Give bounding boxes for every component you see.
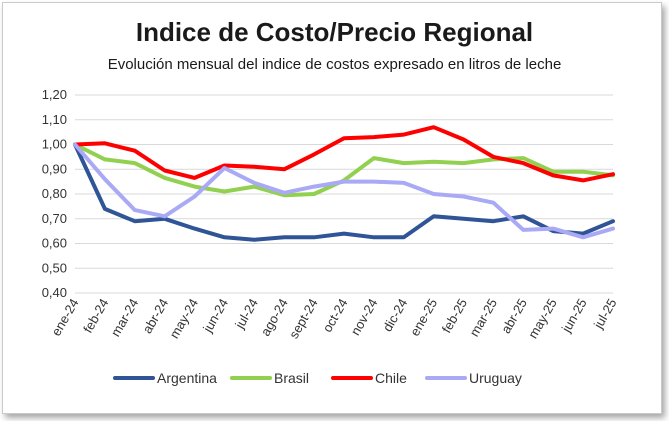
legend: Argentina Brasil Chile Uruguay <box>113 370 522 386</box>
y-tick-label: 0,60 <box>42 236 67 251</box>
y-tick-label: 1,10 <box>42 112 67 127</box>
x-tick-label: mar-24 <box>108 296 142 339</box>
chart-title: Indice de Costo/Precio Regional <box>135 17 534 47</box>
y-axis-ticks: 0,40 0,50 0,60 0,70 0,80 0,90 1,00 1,10 1,20 <box>42 87 67 300</box>
series-line-brasil <box>73 142 615 198</box>
series-line-chile <box>73 125 615 183</box>
y-tick-label: 0,50 <box>42 260 67 275</box>
legend-label-argentina: Argentina <box>157 370 217 386</box>
series-line-argentina <box>73 142 615 242</box>
gridlines <box>75 94 613 294</box>
x-tick-label: jun-24 <box>199 296 231 336</box>
legend-label-brasil: Brasil <box>274 370 309 386</box>
x-tick-label: dic-24 <box>380 296 411 334</box>
y-tick-label: 0,90 <box>42 161 67 176</box>
legend-label-chile: Chile <box>375 370 407 386</box>
x-tick-label: sept-24 <box>286 296 321 341</box>
x-tick-label: feb-24 <box>80 296 111 335</box>
x-tick-label: ene-25 <box>407 296 440 339</box>
x-tick-label: mar-25 <box>466 296 500 339</box>
x-tick-label: may-24 <box>166 296 201 341</box>
series-line-uruguay <box>73 142 615 240</box>
x-tick-label: jun-25 <box>558 296 590 336</box>
x-tick-label: abr-24 <box>139 296 171 336</box>
x-tick-label: feb-25 <box>439 296 470 335</box>
chart-subtitle: Evolución mensual del indice de costos e… <box>107 56 562 73</box>
x-tick-label: ene-24 <box>48 296 81 339</box>
x-tick-label: jul-25 <box>590 296 619 332</box>
x-tick-label: may-25 <box>525 296 560 341</box>
series-lines <box>73 125 615 242</box>
x-tick-label: jul-24 <box>232 296 261 332</box>
x-tick-label: abr-25 <box>498 296 530 336</box>
chart-frame <box>2 2 662 414</box>
legend-label-uruguay: Uruguay <box>469 370 522 386</box>
y-tick-label: 0,40 <box>42 285 67 300</box>
y-tick-label: 0,80 <box>42 186 67 201</box>
y-tick-label: 1,20 <box>42 87 67 102</box>
y-tick-label: 0,70 <box>42 211 67 226</box>
y-tick-label: 1,00 <box>42 137 67 152</box>
x-tick-label: oct-24 <box>320 296 351 335</box>
x-tick-label: nov-24 <box>348 296 381 338</box>
